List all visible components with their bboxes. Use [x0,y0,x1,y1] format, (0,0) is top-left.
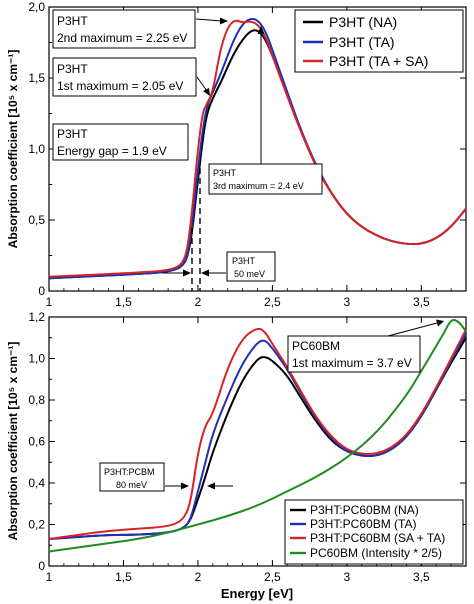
top-y-tick-label: 0 [38,284,45,298]
arrow-head [220,17,228,25]
annotation-title: P3HT [57,127,88,141]
annotation-box [99,462,165,492]
annotation-title: P3HT:PCBM [104,467,155,477]
bottom-y-axis-label: Absorption coefficient [10⁵ x cm⁻¹] [6,342,20,541]
bottom-y-axis: 0 0,2 0,4 0,6 0,8 1,0 1,2 [28,310,466,573]
legend-label-blend-ta: P3HT:PC60BM (TA) [310,517,416,531]
arrow-head [183,269,191,277]
series-p3ht-ta-sa [48,19,467,278]
annotation-title: P3HT [232,256,256,266]
top-x-tick-label: 3 [344,295,351,309]
annotation-box [226,251,276,282]
bottom-y-tick-label: 0,8 [28,393,45,407]
annotation-box [287,335,421,373]
top-x-tick-label: 1 [46,295,53,309]
series-pc60bm-intensity-2-5 [48,318,467,553]
top-legend: P3HT (NA) P3HT (TA) P3HT (TA + SA) [294,9,464,73]
bottom-x-tick-label: 2 [195,570,202,584]
bottom-y-tick-label: 1,2 [28,310,45,324]
annotation-title: P3HT [57,62,88,76]
arrow-head [257,26,265,34]
top-y-axis-label: Absorption coefficient [10⁵ x cm⁻¹] [6,50,20,249]
annotation-title: P3HT [213,168,237,178]
annotation-value: 1st maximum = 2.05 eV [57,79,183,93]
bottom-y-tick-label: 0,6 [28,435,45,449]
arrow-head [203,88,210,96]
annotation-value: 80 meV [116,480,147,490]
annotation-value: 3rd maximum = 2.4 eV [213,181,304,191]
annotation-value: 50 meV [234,269,265,279]
top-x-tick-label: 3,5 [413,295,430,309]
top-x-axis: 1 1,5 2 2,5 3 3,5 [46,7,452,309]
annotation-2nd-maximum: P3HT 2nd maximum = 2.25 eV [52,9,228,49]
bottom-x-tick-label: 1,5 [115,570,132,584]
annotation-50-mev: P3HT 50 meV [162,168,276,291]
legend-label-pc60bm: PC60BM (Intensity * 2/5) [310,546,442,560]
annotation-energy-gap: P3HT Energy gap = 1.9 eV [52,123,189,161]
annotation-value: Energy gap = 1.9 eV [57,144,167,158]
series-p3ht-pc60bm-sa-ta [48,327,467,540]
bottom-x-tick-label: 3,5 [413,570,430,584]
legend-label-blend-na: P3HT:PC60BM (NA) [310,503,419,517]
bottom-y-tick-label: 0,2 [28,518,45,532]
panel-bottom-chart: 0 0,2 0,4 0,6 0,8 1,0 1,2 1 1,5 2 2,5 3 3,5 Absorpt… [6,310,467,601]
legend-label-p3ht-ta: P3HT (TA) [329,34,395,50]
arrow-head [436,319,444,327]
bottom-y-tick-label: 0 [38,559,45,573]
annotation-value: 1st maximum = 3.7 eV [292,356,412,370]
annotation-box [52,57,197,97]
top-x-tick-label: 2 [195,295,202,309]
annotation-box [52,123,189,161]
x-axis-label: Energy [eV] [221,586,293,601]
top-series-lines [48,17,467,280]
annotation-arrow [196,76,208,92]
annotation-arrow [387,322,438,337]
bottom-y-tick-label: 0,4 [28,476,45,490]
legend-label-blend-sa-ta: P3HT:PC60BM (SA + TA) [310,531,445,545]
bottom-legend-box [284,499,464,565]
top-x-tick-label: 1,5 [115,295,132,309]
bottom-x-tick-label: 3 [344,570,351,584]
annotation-box [208,163,323,195]
top-y-axis: 0 0,5 1,0 1,5 2,0 [28,0,466,298]
top-y-tick-label: 1,0 [28,142,45,156]
top-y-tick-label: 2,0 [28,0,45,14]
bottom-legend: P3HT:PC60BM (NA) P3HT:PC60BM (TA) P3HT:P… [284,499,464,565]
annotation-title: P3HT [57,14,88,28]
legend-label-p3ht-na: P3HT (NA) [329,14,397,30]
annotation-pc60bm-maximum: PC60BM 1st maximum = 3.7 eV [287,319,444,373]
bottom-series-lines [48,318,467,553]
arrow-head [201,269,209,277]
top-x-tick-label: 2,5 [264,295,281,309]
annotation-1st-maximum: P3HT 1st maximum = 2.05 eV [52,57,210,97]
top-y-tick-label: 0,5 [28,213,45,227]
annotation-title: PC60BM [292,339,340,353]
annotation-3rd-maximum: P3HT 3rd maximum = 2.4 eV [208,26,323,195]
arrow-head [181,482,189,490]
annotation-80-mev: P3HT:PCBM 80 meV [99,462,233,492]
top-y-tick-label: 1,5 [28,71,45,85]
annotation-arrow [195,18,223,22]
arrow-head [207,482,215,490]
bottom-y-tick-label: 1,0 [28,352,45,366]
annotation-box [52,9,196,49]
bottom-x-tick-label: 2,5 [264,570,281,584]
annotation-value: 2nd maximum = 2.25 eV [57,31,187,45]
panel-top-chart: 0 0,5 1,0 1,5 2,0 1 1,5 2 2,5 3 3,5 Absorption co… [6,0,467,309]
bottom-x-tick-label: 1 [46,570,53,584]
legend-label-p3ht-ta-sa: P3HT (TA + SA) [329,53,428,69]
